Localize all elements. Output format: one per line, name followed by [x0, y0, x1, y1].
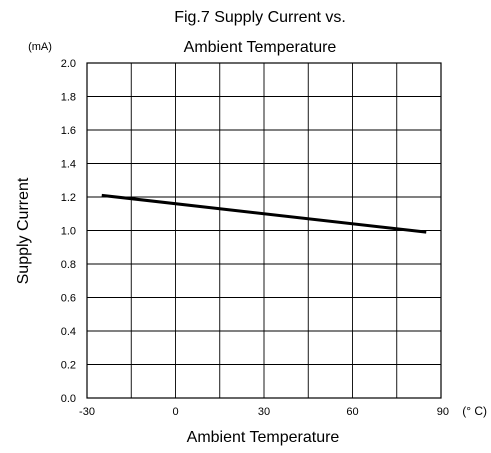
chart-title-line-1: Fig.7 Supply Current vs. [174, 9, 346, 26]
y-tick-label: 0.4 [61, 326, 76, 338]
x-axis-label: Ambient Temperature [187, 429, 340, 446]
x-tick-label: -30 [79, 406, 95, 418]
x-tick-label: 30 [258, 406, 270, 418]
y-tick-label: 1.2 [61, 192, 76, 204]
y-tick-label: 1.0 [61, 226, 76, 238]
y-tick-label: 0.6 [61, 293, 76, 305]
x-tick-label: 60 [346, 406, 358, 418]
plot-area: 0.0 0.2 0.4 0.6 0.8 1.0 1.2 1.4 1.6 1.8 2.0 -30 0 30 6… [61, 58, 449, 418]
y-tick-label: 0.0 [61, 393, 76, 405]
y-tick-label: 0.8 [61, 259, 76, 271]
x-axis-unit: (° C) [462, 404, 487, 418]
y-axis-label: Supply Current [15, 177, 32, 284]
y-tick-label: 1.8 [61, 92, 76, 104]
x-tick-label: 0 [172, 406, 178, 418]
y-tick-label: 1.6 [61, 125, 76, 137]
y-axis-unit: (mA) [28, 41, 52, 53]
y-tick-label: 1.4 [61, 159, 76, 171]
y-tick-label: 0.2 [61, 360, 76, 372]
y-tick-label: 2.0 [61, 58, 76, 70]
chart-title-line-2: Ambient Temperature [184, 39, 337, 56]
x-tick-label: 90 [437, 406, 449, 418]
